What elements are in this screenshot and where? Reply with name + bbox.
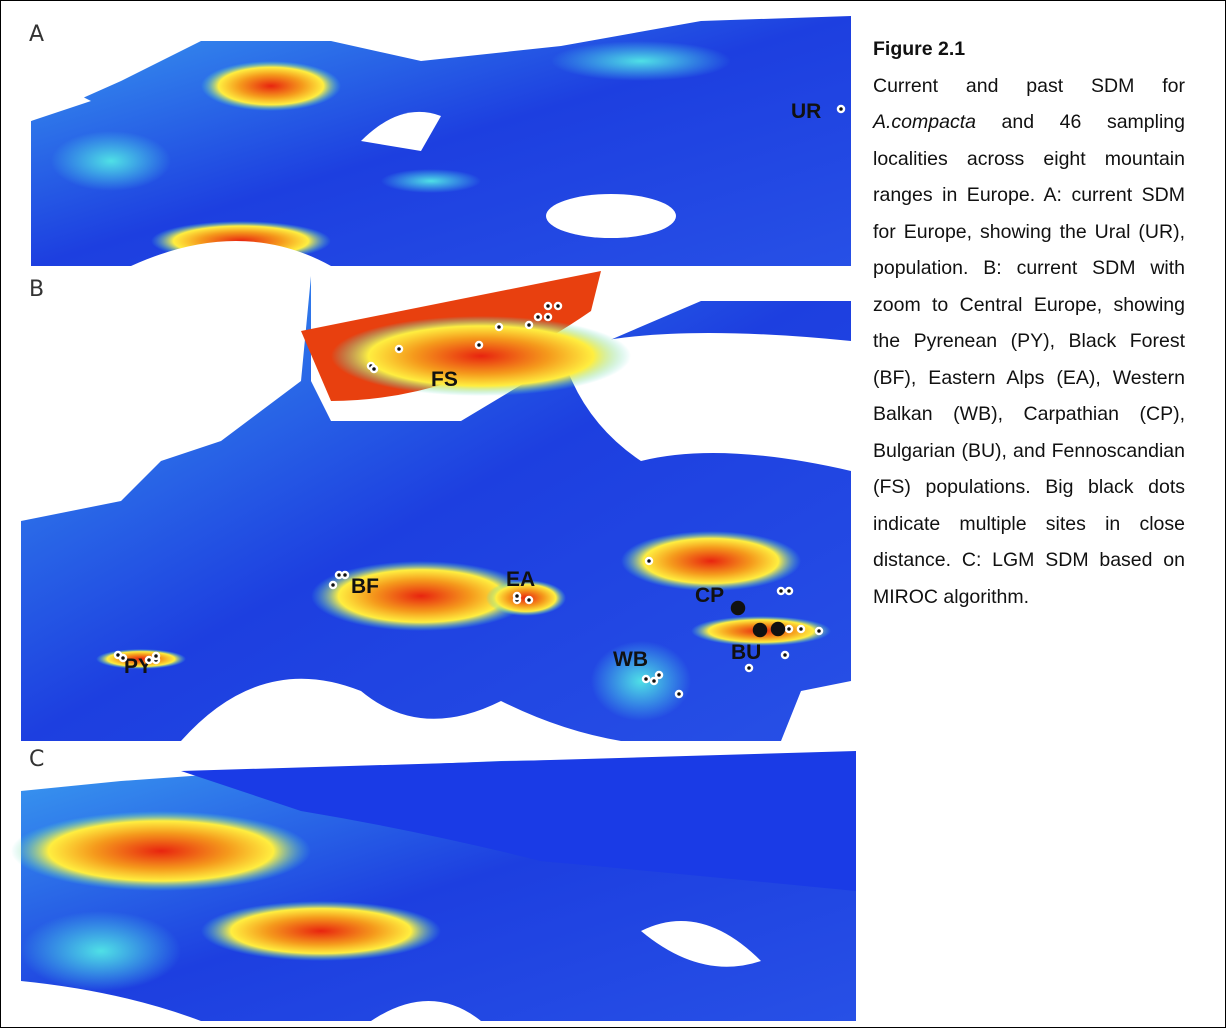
sampling-site	[396, 346, 402, 352]
panel-letter: A	[29, 22, 44, 47]
caption-title: Figure 2.1	[873, 31, 1185, 68]
sampling-site	[535, 314, 541, 320]
sampling-site	[798, 626, 804, 632]
sampling-site	[676, 691, 682, 697]
sampling-site	[732, 602, 744, 614]
sampling-site	[120, 655, 126, 661]
species-name: A.compacta	[873, 111, 976, 133]
sampling-site	[656, 672, 662, 678]
sampling-site	[646, 558, 652, 564]
sampling-site	[514, 593, 520, 599]
figure: A B C UR FS BF EA CP PY WB BU Figure 2.1…	[0, 0, 1226, 1028]
sampling-site	[838, 106, 844, 112]
panel-letter: B	[29, 277, 44, 302]
population-label: FS	[431, 368, 458, 391]
sampling-site	[555, 303, 561, 309]
population-label: EA	[506, 568, 535, 591]
sampling-site	[146, 657, 152, 663]
sampling-site	[526, 597, 532, 603]
maps: A B C UR FS BF EA CP PY WB BU	[1, 1, 861, 1027]
population-label: BU	[731, 641, 761, 664]
sampling-site	[786, 588, 792, 594]
sampling-site	[651, 678, 657, 684]
panel-letter: C	[29, 747, 44, 772]
sampling-site	[330, 582, 336, 588]
map-c	[11, 751, 856, 1021]
sampling-site	[643, 676, 649, 682]
map-a	[31, 16, 851, 266]
caption: Figure 2.1 Current and past SDM for A.com…	[873, 31, 1185, 615]
sampling-site	[786, 626, 792, 632]
sampling-site	[476, 342, 482, 348]
sampling-site	[816, 628, 822, 634]
sampling-site	[153, 653, 159, 659]
sampling-site	[754, 624, 766, 636]
caption-text: and 46 sampling localities across eight …	[873, 111, 1185, 608]
sampling-site	[772, 623, 784, 635]
sampling-site	[371, 366, 377, 372]
caption-text: Current and past SDM for	[873, 75, 1185, 97]
sampling-site	[778, 588, 784, 594]
sampling-site	[342, 572, 348, 578]
sampling-site	[496, 324, 502, 330]
population-label: WB	[613, 648, 648, 671]
population-label: UR	[791, 100, 821, 123]
sampling-site	[545, 303, 551, 309]
sampling-site	[545, 314, 551, 320]
sampling-site	[782, 652, 788, 658]
sampling-site	[746, 665, 752, 671]
population-label: CP	[695, 584, 724, 607]
population-label: BF	[351, 575, 379, 598]
sampling-site	[526, 322, 532, 328]
